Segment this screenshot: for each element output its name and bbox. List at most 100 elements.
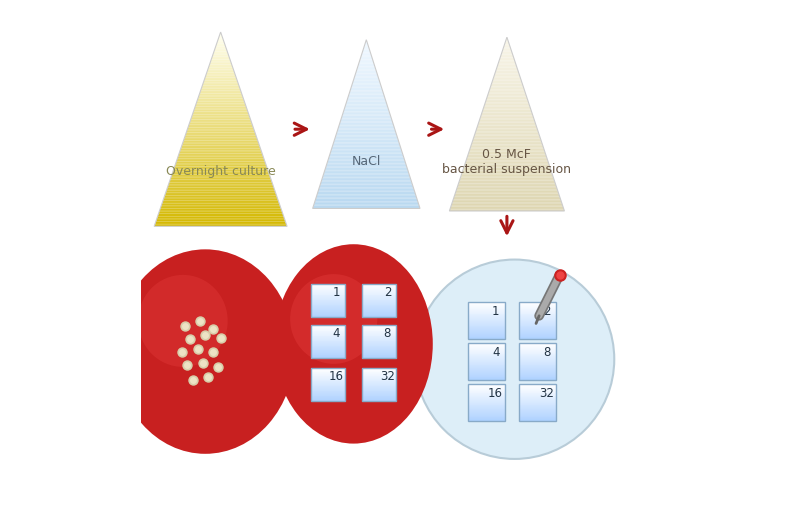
Polygon shape [468,310,505,311]
Polygon shape [468,416,505,417]
Polygon shape [468,376,505,377]
Polygon shape [468,373,505,374]
Polygon shape [519,361,556,362]
Polygon shape [519,365,556,366]
Polygon shape [506,40,508,42]
Polygon shape [311,284,345,285]
Polygon shape [363,354,395,355]
Polygon shape [357,68,376,69]
Text: 4: 4 [492,346,499,359]
Polygon shape [468,313,505,314]
Polygon shape [491,82,522,84]
Polygon shape [311,339,345,340]
Text: 0.5 McF
bacterial suspension: 0.5 McF bacterial suspension [442,149,572,176]
Polygon shape [519,420,556,421]
Polygon shape [311,332,345,333]
Polygon shape [164,197,278,199]
Polygon shape [363,378,395,379]
Polygon shape [468,322,505,323]
Polygon shape [178,155,264,157]
Polygon shape [519,327,556,328]
Polygon shape [481,113,532,114]
Polygon shape [483,108,531,109]
Polygon shape [476,131,538,133]
Polygon shape [488,91,525,92]
Polygon shape [311,352,345,353]
Polygon shape [519,375,556,376]
Polygon shape [195,106,247,108]
Polygon shape [326,163,407,165]
Polygon shape [363,315,395,316]
Polygon shape [464,168,550,169]
Polygon shape [490,86,524,88]
Polygon shape [165,192,276,194]
Polygon shape [182,144,260,145]
Polygon shape [519,334,556,335]
Polygon shape [519,352,556,353]
Polygon shape [363,393,395,394]
Polygon shape [468,406,505,407]
Polygon shape [311,379,345,380]
Polygon shape [468,351,505,352]
Polygon shape [519,331,556,332]
Polygon shape [311,285,345,286]
Polygon shape [363,351,395,352]
Polygon shape [482,111,532,113]
Polygon shape [468,324,505,325]
Polygon shape [450,207,564,208]
Polygon shape [311,382,345,383]
Polygon shape [468,355,505,356]
Polygon shape [468,344,505,345]
Polygon shape [468,398,505,399]
Polygon shape [476,130,538,131]
Polygon shape [519,377,556,378]
Polygon shape [172,173,269,175]
Polygon shape [359,62,374,64]
Polygon shape [363,295,395,296]
Polygon shape [363,389,395,390]
Polygon shape [311,286,345,287]
Polygon shape [352,85,381,86]
Polygon shape [311,380,345,381]
Polygon shape [349,93,384,95]
Polygon shape [519,324,556,325]
Polygon shape [468,387,505,388]
Polygon shape [519,392,556,393]
Polygon shape [480,115,534,117]
Polygon shape [311,375,345,376]
Polygon shape [468,410,505,411]
Polygon shape [363,353,395,354]
Polygon shape [205,78,237,79]
Polygon shape [498,63,516,65]
Polygon shape [218,39,223,40]
Polygon shape [170,178,271,179]
Polygon shape [468,388,505,389]
Polygon shape [315,198,418,200]
Polygon shape [468,353,505,354]
Polygon shape [472,141,542,143]
Polygon shape [311,309,345,310]
Polygon shape [363,394,395,395]
Polygon shape [187,129,254,131]
Polygon shape [311,308,345,309]
Polygon shape [337,133,396,134]
Polygon shape [363,384,395,385]
Polygon shape [475,133,539,134]
Polygon shape [456,191,558,192]
Polygon shape [363,286,395,287]
Polygon shape [468,309,505,310]
Polygon shape [311,342,345,343]
Polygon shape [468,343,505,344]
Polygon shape [519,346,556,347]
Polygon shape [202,84,239,85]
Polygon shape [363,284,395,285]
Polygon shape [460,178,554,179]
Polygon shape [519,379,556,380]
Polygon shape [468,408,505,409]
Polygon shape [311,300,345,301]
Polygon shape [468,366,505,368]
Polygon shape [519,415,556,416]
Polygon shape [363,392,395,393]
Polygon shape [209,66,233,68]
Polygon shape [468,391,505,392]
